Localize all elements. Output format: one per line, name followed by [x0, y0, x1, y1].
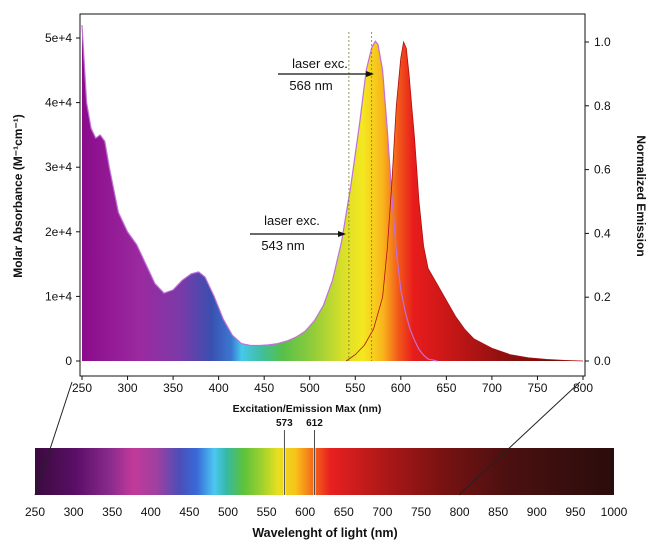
x-tick-label-600: 600 [391, 381, 411, 395]
absorbance-area [82, 25, 438, 361]
y-axis-title: Molar Absorbance (M⁻¹cm⁻¹) [11, 114, 25, 278]
x-tick-label-250: 250 [72, 381, 92, 395]
connector-line-250 [34, 381, 73, 496]
x-tick-label-650: 650 [436, 381, 456, 395]
y2-tick-label-0: 0.0 [594, 354, 611, 368]
annotation-568-arrowhead [366, 71, 374, 77]
annotation-543-top: laser exc. [264, 213, 320, 228]
y-tick-label-0: 0 [65, 354, 72, 368]
bar-tick-label-900: 900 [527, 505, 547, 519]
bar-tick-label-650: 650 [334, 505, 354, 519]
y-tick-label-4: 4e+4 [45, 96, 72, 110]
y2-axis-title: Normalized Emission [634, 135, 648, 256]
annotation-543-bottom: 543 nm [261, 238, 304, 253]
bottom-x-axis-title: Wavelenght of light (nm) [252, 526, 397, 540]
x-tick-label-800: 800 [573, 381, 593, 395]
bar-tick-label-300: 300 [64, 505, 84, 519]
x-tick-label-500: 500 [300, 381, 320, 395]
bar-tick-label-400: 400 [141, 505, 161, 519]
x-tick-label-750: 750 [527, 381, 547, 395]
emission-area [346, 42, 583, 361]
connector-line-800 [458, 381, 581, 496]
x-tick-label-550: 550 [345, 381, 365, 395]
y-tick-label-1: 1e+4 [45, 289, 72, 303]
y2-tick-label-4: 0.8 [594, 99, 611, 113]
bar-tick-label-1000: 1000 [601, 505, 628, 519]
y2-tick-label-2: 0.4 [594, 226, 611, 240]
marker-label-573: 573 [276, 418, 293, 429]
y2-tick-label-5: 1.0 [594, 35, 611, 49]
annotation-543-arrowhead [338, 231, 346, 237]
x-tick-label-700: 700 [482, 381, 502, 395]
marker-label-612: 612 [306, 418, 323, 429]
bar-tick-label-450: 450 [179, 505, 199, 519]
x-axis-title: Excitation/Emission Max (nm) [233, 403, 382, 415]
annotation-568-bottom: 568 nm [289, 78, 332, 93]
bar-tick-label-700: 700 [372, 505, 392, 519]
bar-tick-label-950: 950 [565, 505, 585, 519]
bar-tick-label-250: 250 [25, 505, 45, 519]
x-tick-label-400: 400 [209, 381, 229, 395]
bar-tick-label-600: 600 [295, 505, 315, 519]
bar-tick-label-350: 350 [102, 505, 122, 519]
bar-tick-label-500: 500 [218, 505, 238, 519]
x-tick-label-450: 450 [254, 381, 274, 395]
absorbance-line [81, 25, 438, 362]
x-tick-label-350: 350 [163, 381, 183, 395]
bar-tick-label-550: 550 [257, 505, 277, 519]
y-tick-label-3: 3e+4 [45, 160, 72, 174]
y2-tick-label-1: 0.2 [594, 290, 611, 304]
bar-tick-label-800: 800 [450, 505, 470, 519]
bar-tick-label-850: 850 [488, 505, 508, 519]
x-tick-label-300: 300 [118, 381, 138, 395]
y-tick-label-2: 2e+4 [45, 225, 72, 239]
emission-line [345, 40, 584, 362]
annotation-568-top: laser exc. [292, 56, 348, 71]
y-tick-label-5: 5e+4 [45, 31, 72, 45]
bar-tick-label-750: 750 [411, 505, 431, 519]
wavelength-spectrum-bar [35, 448, 614, 495]
y2-tick-label-3: 0.6 [594, 163, 611, 177]
